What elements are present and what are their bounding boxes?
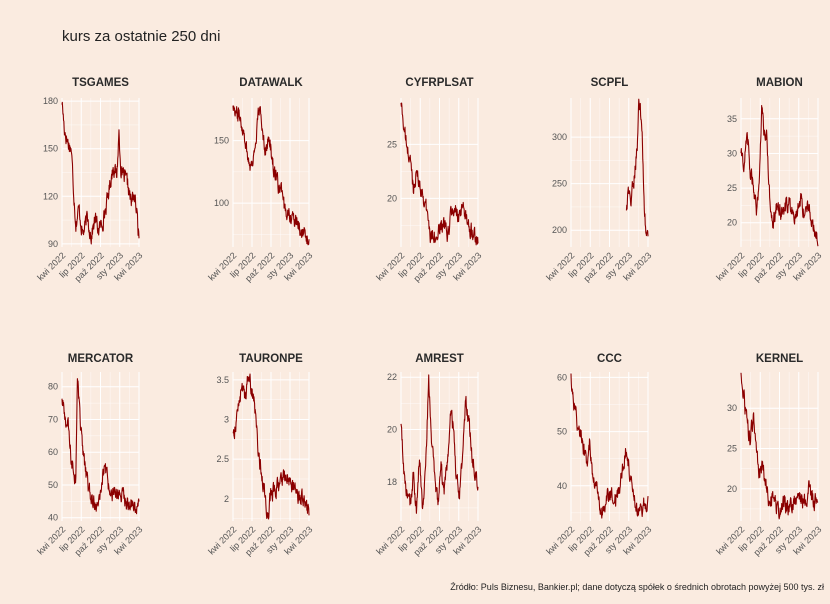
y-tick-label: 20: [387, 425, 397, 435]
y-tick-label: 25: [387, 139, 397, 149]
y-tick-label: 40: [557, 481, 567, 491]
chart-title: kurs za ostatnie 250 dni: [62, 28, 221, 45]
price-line: [740, 372, 819, 520]
y-tick-label: 30: [727, 403, 737, 413]
price-line: [625, 98, 649, 237]
y-tick-label: 2: [224, 494, 229, 504]
y-tick-label: 40: [48, 513, 58, 523]
facet-title: AMREST: [415, 353, 464, 365]
price-line: [232, 373, 310, 520]
facet-title: CCC: [597, 353, 622, 365]
y-tick-label: 18: [387, 477, 397, 487]
y-tick-label: 60: [48, 447, 58, 457]
y-tick-label: 150: [214, 136, 229, 146]
y-tick-label: 200: [552, 225, 567, 235]
y-tick-label: 20: [727, 484, 737, 494]
price-line: [740, 105, 819, 247]
y-tick-label: 60: [557, 372, 567, 382]
y-tick-label: 20: [727, 218, 737, 228]
facet-title: TSGAMES: [72, 77, 129, 89]
y-tick-label: 250: [552, 179, 567, 189]
facet-title: MABION: [756, 77, 803, 89]
price-line: [61, 101, 140, 245]
y-tick-label: 50: [48, 480, 58, 490]
y-tick-label: 120: [43, 191, 58, 201]
y-tick-label: 100: [214, 198, 229, 208]
y-tick-label: 35: [727, 114, 737, 124]
source-caption: Źródło: Puls Biznesu, Bankier.pl; dane d…: [450, 582, 824, 592]
y-tick-label: 25: [727, 444, 737, 454]
price-line: [61, 378, 140, 515]
y-tick-label: 3.5: [216, 375, 229, 385]
facet-title: DATAWALK: [239, 77, 303, 89]
y-tick-label: 25: [727, 183, 737, 193]
price-line: [400, 374, 479, 514]
price-line: [570, 373, 649, 519]
y-tick-label: 90: [48, 239, 58, 249]
y-tick-label: 30: [727, 148, 737, 158]
price-line: [232, 105, 310, 246]
facet-title: KERNEL: [756, 353, 803, 365]
facet-title: TAURONPE: [239, 353, 303, 365]
facet-title: MERCATOR: [68, 353, 134, 365]
y-tick-label: 80: [48, 382, 58, 392]
price-line: [400, 102, 479, 246]
y-tick-label: 300: [552, 132, 567, 142]
y-tick-label: 70: [48, 414, 58, 424]
y-tick-label: 22: [387, 372, 397, 382]
y-tick-label: 150: [43, 144, 58, 154]
y-tick-label: 20: [387, 193, 397, 203]
facet-title: CYFRPLSAT: [405, 77, 473, 89]
y-tick-label: 50: [557, 427, 567, 437]
y-tick-label: 3: [224, 415, 229, 425]
facet-title: SCPFL: [591, 77, 629, 89]
y-tick-label: 2.5: [216, 454, 229, 464]
y-tick-label: 180: [43, 96, 58, 106]
